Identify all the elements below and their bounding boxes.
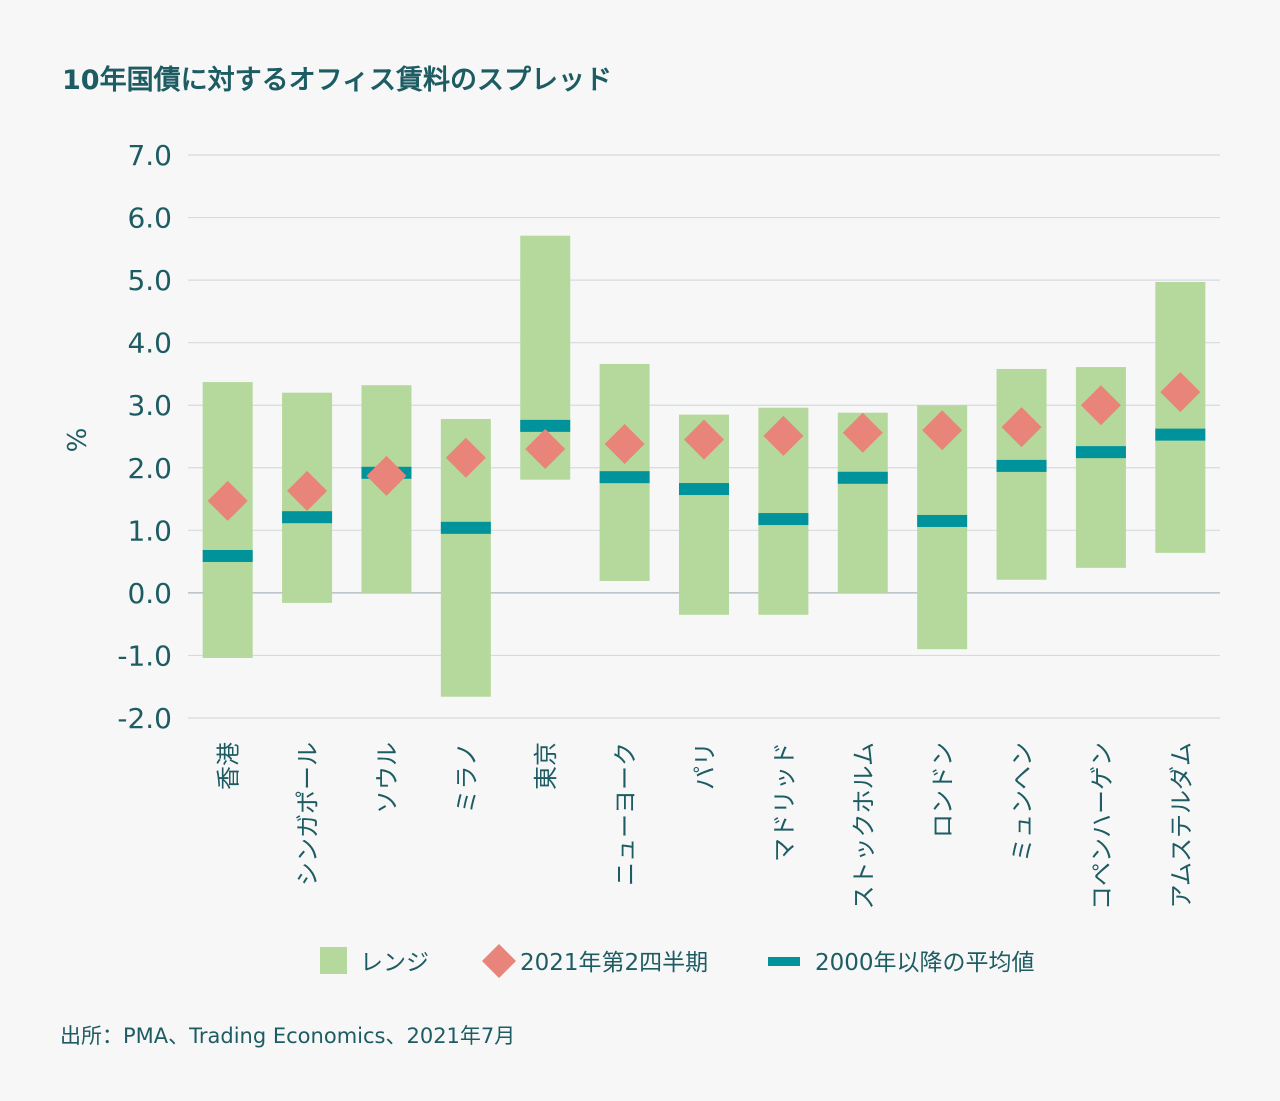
chart-title: 10年国債に対するオフィス賃料のスプレッド [62,65,613,96]
legend-average-swatch [768,957,800,966]
legend-average-label: 2000年以降の平均値 [815,950,1035,976]
x-tick-label: ミュンヘン [1009,742,1037,862]
x-tick-label: ソウル [373,742,401,814]
average-marker [440,521,491,534]
source-note: 出所：PMA、Trading Economics、2021年7月 [60,1024,516,1048]
x-tick-label: ロンドン [929,742,957,838]
legend-range-swatch [320,947,347,974]
y-tick-label: 1.0 [127,514,172,547]
q2-2021-diamond [1160,372,1201,413]
q2-2021-diamond [1001,407,1042,448]
x-tick-label: ミラノ [453,742,481,814]
range-bar [1155,281,1206,553]
q2-2021-diamond [207,480,248,521]
average-marker [1075,446,1126,459]
q2-2021-diamond [763,415,804,456]
y-tick-label: 2.0 [127,452,172,485]
y-tick-label: 6.0 [127,202,172,235]
x-tick-label: シンガポール [294,742,322,886]
average-marker [202,549,253,562]
x-tick-label: パリ [691,742,719,790]
x-tick-label: ニューヨーク [612,742,640,886]
legend-q2-label: 2021年第2四半期 [520,950,708,976]
q2-2021-diamond [922,410,963,451]
range-bar [996,368,1047,580]
y-tick-label: 7.0 [127,139,172,172]
legend-diamond-icon [482,944,516,978]
x-tick-label: マドリッド [770,742,798,862]
legend-range-label: レンジ [360,950,429,976]
average-marker [758,513,809,526]
average-marker [837,471,888,484]
y-tick-label: 3.0 [127,389,172,422]
x-tick-label: 香港 [215,742,243,790]
x-tick-label: 東京 [532,742,560,790]
y-tick-label: 4.0 [127,327,172,360]
average-marker [1155,428,1206,441]
y-axis-label: % [63,428,93,453]
q2-2021-diamond [445,437,486,478]
average-marker [520,419,571,432]
x-tick-label: コペンハーゲン [1088,742,1116,910]
y-tick-label: 0.0 [127,577,172,610]
q2-2021-diamond [366,455,407,496]
average-marker [679,483,729,496]
q2-2021-diamond [1080,385,1121,426]
q2-2021-diamond [684,419,724,460]
x-tick-label: ストックホルム [850,742,878,910]
average-marker [917,514,968,527]
x-tick-label: アムステルダム [1167,742,1195,908]
q2-2021-diamond [287,470,328,511]
average-marker [282,511,333,524]
q2-2021-diamond [842,412,883,453]
q2-2021-diamond [525,429,566,470]
q2-2021-diamond [604,424,645,465]
average-marker [996,459,1047,472]
y-tick-label: -2.0 [117,702,172,735]
average-marker [599,471,650,484]
y-tick-label: -1.0 [117,639,172,672]
y-tick-label: 5.0 [127,264,172,297]
